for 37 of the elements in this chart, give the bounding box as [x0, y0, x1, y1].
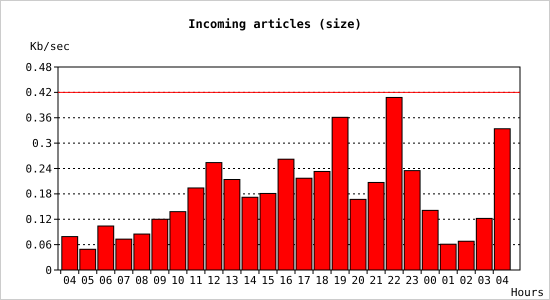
x-tick-label: 11: [189, 274, 203, 287]
y-tick-label: 0: [45, 264, 52, 277]
y-tick-label: 0.42: [26, 86, 52, 100]
x-tick-label: 20: [351, 274, 365, 287]
x-tick-label: 21: [369, 274, 383, 287]
x-tick-label: 00: [424, 274, 437, 287]
x-tick-label: 04: [63, 274, 77, 287]
x-tick-label: 01: [442, 274, 455, 287]
x-tick-label: 13: [225, 274, 239, 287]
x-tick-label: 06: [99, 274, 112, 287]
x-tick-label: 05: [81, 274, 94, 287]
x-tick-label: 14: [243, 274, 257, 287]
y-axis-title: Kb/sec: [30, 40, 70, 53]
x-tick-label: 23: [406, 274, 419, 287]
y-tick-label: 0.36: [26, 112, 52, 125]
x-tick-label: 02: [460, 274, 473, 287]
x-tick-label: 09: [153, 274, 166, 287]
x-tick-label: 22: [388, 274, 401, 287]
y-tick-label: 0.06: [26, 238, 52, 252]
y-tick-label: 0.3: [32, 136, 52, 150]
x-axis-title: Hours: [510, 286, 544, 299]
x-tick-label: 16: [279, 274, 293, 287]
x-tick-label: 17: [297, 274, 311, 287]
x-tick-label: 19: [333, 274, 347, 287]
x-tick-label: 03: [478, 274, 491, 287]
y-tick-label: 0.48: [26, 60, 52, 74]
x-tick-label: 08: [135, 274, 148, 287]
x-tick-label: 18: [315, 274, 329, 287]
y-tick-label: 0.24: [26, 162, 52, 176]
x-tick-label: 12: [207, 274, 221, 287]
x-tick-label: 04: [496, 274, 510, 287]
x-tick-label: 07: [117, 274, 130, 287]
chart-title: Incoming articles (size): [188, 17, 362, 31]
x-tick-label: 10: [171, 274, 184, 287]
y-tick-label: 0.18: [26, 188, 52, 201]
x-tick-label: 15: [261, 274, 275, 287]
y-tick-label: 0.12: [26, 213, 52, 226]
